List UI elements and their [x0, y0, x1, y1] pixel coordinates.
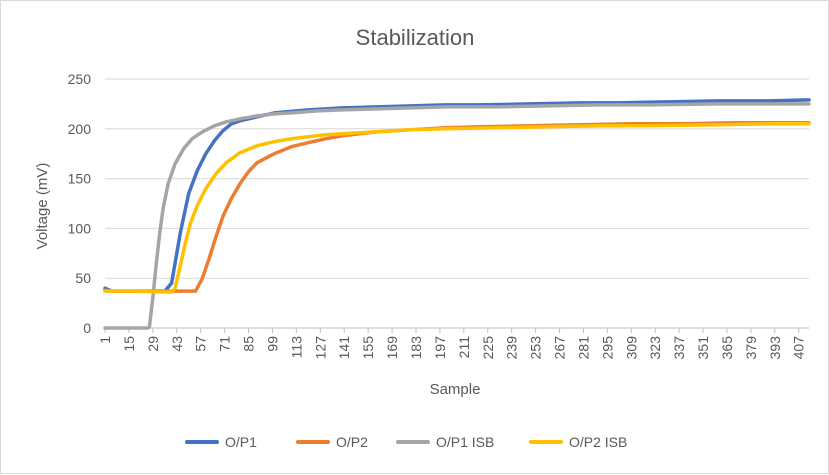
x-tick-label: 155	[360, 336, 376, 360]
x-tick-label: 309	[623, 336, 639, 360]
legend: O/P1 O/P2 O/P1 ISB O/P2 ISB	[185, 434, 627, 450]
x-tick-label: 365	[719, 336, 735, 360]
x-tick-label: 85	[241, 336, 257, 352]
x-tick-label: 393	[767, 336, 783, 360]
x-tick-label: 323	[647, 336, 663, 360]
x-tick-label: 225	[480, 336, 496, 360]
x-tick-label: 169	[384, 336, 400, 360]
y-tick-label: 0	[83, 320, 91, 336]
x-tick-labels: 1 15 29 43 57 71 85 99 113 127 141 155 169 183 197 211 2…	[97, 328, 807, 359]
legend-label: O/P1	[225, 434, 257, 450]
x-tick-label: 197	[432, 336, 448, 360]
legend-label: O/P2 ISB	[569, 434, 627, 450]
y-tick-label: 50	[75, 270, 91, 286]
y-tick-label: 150	[68, 171, 92, 187]
y-tick-label: 250	[68, 71, 92, 87]
x-tick-label: 379	[743, 336, 759, 360]
legend-item: O/P1 ISB	[396, 434, 494, 450]
y-tick-labels: 0 50 100 150 200 250	[68, 71, 92, 336]
x-tick-label: 183	[408, 336, 424, 360]
y-tick-label: 200	[68, 121, 92, 137]
x-tick-label: 295	[599, 336, 615, 360]
x-tick-label: 57	[193, 336, 209, 352]
x-tick-label: 267	[552, 336, 568, 360]
x-tick-label: 239	[504, 336, 520, 360]
x-tick-label: 407	[791, 336, 807, 360]
x-tick-label: 113	[288, 336, 304, 359]
legend-label: O/P2	[336, 434, 368, 450]
legend-label: O/P1 ISB	[436, 434, 494, 450]
x-axis-title: Sample	[430, 381, 481, 398]
x-tick-label: 15	[121, 336, 137, 352]
x-tick-label: 351	[695, 336, 711, 360]
x-tick-label: 43	[169, 336, 185, 352]
legend-item: O/P2 ISB	[529, 434, 627, 450]
x-tick-label: 337	[671, 336, 687, 360]
x-tick-label: 99	[264, 336, 280, 352]
y-tick-label: 100	[68, 220, 92, 236]
gridlines	[105, 78, 809, 329]
series-lines	[103, 98, 811, 330]
x-tick-label: 141	[336, 336, 352, 360]
legend-item: O/P1	[185, 434, 257, 450]
chart-title: Stabilization	[356, 25, 475, 50]
series-line	[103, 122, 811, 294]
x-tick-label: 29	[145, 336, 161, 352]
x-tick-label: 253	[528, 336, 544, 360]
x-tick-label: 71	[217, 336, 233, 352]
x-tick-label: 211	[456, 336, 472, 359]
series-line	[103, 102, 811, 330]
legend-item: O/P2	[296, 434, 368, 450]
x-tick-label: 281	[575, 336, 591, 360]
x-tick-label: 1	[97, 336, 113, 344]
x-tick-label: 127	[312, 336, 328, 360]
y-axis-title: Voltage (mV)	[34, 163, 51, 250]
